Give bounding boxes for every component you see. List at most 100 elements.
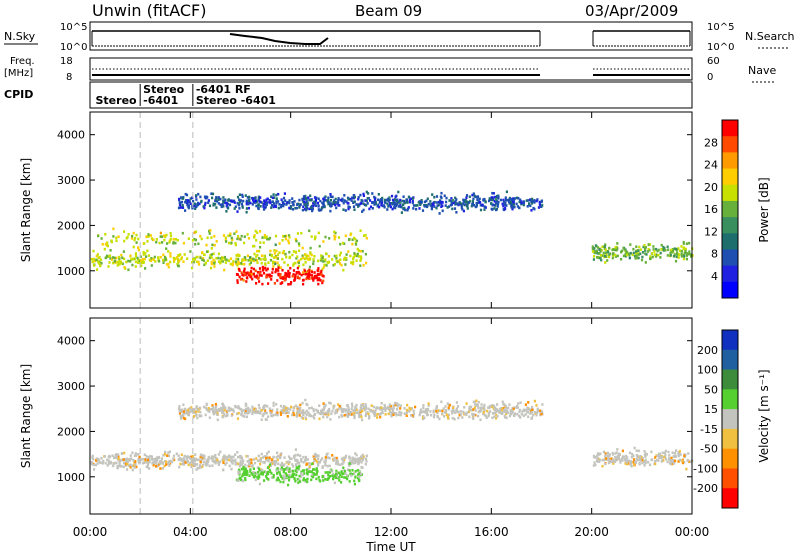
data-cell xyxy=(202,259,205,262)
colorbar-segment xyxy=(722,428,738,450)
data-cell xyxy=(527,401,530,404)
data-cell xyxy=(307,411,310,414)
data-cell xyxy=(643,247,647,251)
data-cell xyxy=(351,242,354,246)
data-cell xyxy=(131,257,135,261)
data-cell xyxy=(259,200,262,204)
data-cell xyxy=(302,282,305,286)
data-cell xyxy=(301,198,304,202)
cpid-entry: Stereo xyxy=(143,83,185,96)
data-cell xyxy=(290,405,293,409)
data-cell xyxy=(468,415,471,419)
data-cell xyxy=(257,203,260,206)
nave-tick-top: 60 xyxy=(707,56,720,67)
data-cell xyxy=(298,409,301,412)
data-cell xyxy=(294,479,297,483)
data-cell xyxy=(368,207,371,211)
data-cell xyxy=(491,191,494,195)
data-cell xyxy=(165,233,168,237)
data-cell xyxy=(337,198,340,202)
data-cell xyxy=(199,455,202,459)
data-cell xyxy=(291,472,294,476)
data-cell xyxy=(237,406,240,409)
data-cell xyxy=(184,417,187,421)
data-cell xyxy=(122,465,125,469)
data-cell xyxy=(373,203,376,206)
data-cell xyxy=(373,414,376,418)
data-cell xyxy=(262,205,265,208)
data-cell xyxy=(183,454,186,458)
data-cell xyxy=(299,458,303,461)
data-cell xyxy=(267,261,270,264)
data-cell xyxy=(539,205,542,208)
data-cell xyxy=(393,411,396,415)
data-cell xyxy=(304,272,307,276)
data-cell xyxy=(292,409,295,412)
data-cell xyxy=(643,460,646,463)
data-cell xyxy=(525,199,528,202)
data-cell xyxy=(424,408,427,411)
data-cell xyxy=(126,468,129,471)
data-cell xyxy=(140,261,143,264)
data-cell xyxy=(335,472,338,476)
data-cell xyxy=(310,270,314,274)
colorbar-segment xyxy=(722,265,738,283)
data-cell xyxy=(265,198,268,202)
data-cell xyxy=(631,253,634,257)
data-cell xyxy=(279,480,282,484)
data-cell xyxy=(680,252,683,256)
data-cell xyxy=(226,414,229,417)
data-cell xyxy=(362,194,365,197)
data-cell xyxy=(260,408,263,412)
data-cell xyxy=(355,453,358,457)
data-cell xyxy=(273,261,276,264)
data-cell xyxy=(349,197,352,201)
data-cell xyxy=(443,415,446,418)
data-cell xyxy=(177,264,180,268)
data-cell xyxy=(598,453,601,456)
colorbar-segment xyxy=(722,389,738,410)
data-cell xyxy=(326,471,329,474)
data-cell xyxy=(247,408,250,412)
data-cell xyxy=(395,204,398,208)
data-cell xyxy=(388,196,391,199)
data-cell xyxy=(269,249,272,253)
data-cell xyxy=(249,256,252,260)
data-cell xyxy=(131,234,134,238)
data-cell xyxy=(367,412,370,416)
data-cell xyxy=(250,257,253,261)
data-cell xyxy=(423,416,426,420)
data-cell xyxy=(258,267,262,270)
data-cell xyxy=(639,248,642,251)
data-cell xyxy=(365,236,368,240)
data-cell xyxy=(249,258,252,262)
data-cell xyxy=(361,404,364,407)
data-cell xyxy=(462,202,465,205)
data-cell xyxy=(296,266,299,270)
data-cell xyxy=(202,205,205,208)
data-cell xyxy=(194,238,197,242)
data-cell xyxy=(327,473,330,477)
data-cell xyxy=(283,408,286,412)
data-cell xyxy=(451,207,454,211)
data-cell xyxy=(596,246,600,249)
data-cell xyxy=(378,205,381,209)
data-cell xyxy=(635,255,638,259)
data-cell xyxy=(243,235,246,238)
data-cell xyxy=(343,414,346,417)
data-cell xyxy=(268,468,271,472)
data-cell xyxy=(681,461,684,465)
data-cell xyxy=(209,229,212,232)
data-cell xyxy=(281,251,284,255)
data-cell xyxy=(177,254,180,257)
data-cell xyxy=(305,254,308,257)
data-cell xyxy=(628,256,631,260)
data-cell xyxy=(380,201,383,205)
data-cell xyxy=(273,196,276,199)
data-cell xyxy=(298,412,301,415)
data-cell xyxy=(318,244,321,248)
freq-tick-bottom: 8 xyxy=(66,72,72,83)
data-cell xyxy=(247,202,250,206)
data-cell xyxy=(672,460,675,463)
data-cell xyxy=(504,207,507,211)
